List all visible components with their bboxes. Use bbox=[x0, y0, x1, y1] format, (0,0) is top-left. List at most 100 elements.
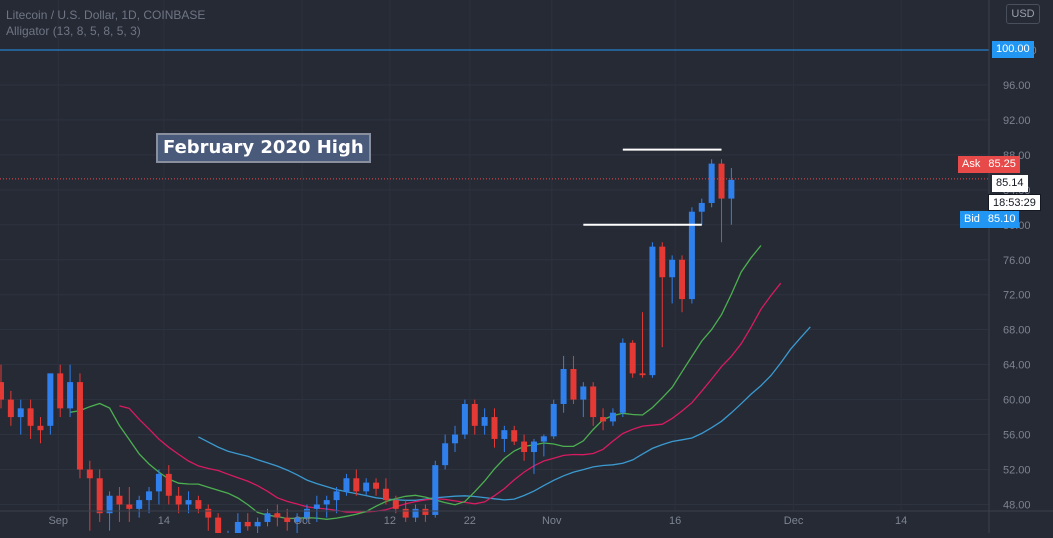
symbol-title[interactable]: Litecoin / U.S. Dollar, 1D, COINBASE bbox=[6, 8, 206, 22]
candle bbox=[422, 504, 429, 522]
lips-line bbox=[69, 245, 762, 520]
price-tag-100: 100.00 bbox=[992, 41, 1034, 58]
candle bbox=[155, 469, 162, 505]
candle bbox=[471, 399, 478, 435]
x-tick-label: Sep bbox=[48, 515, 68, 527]
candle-body bbox=[402, 508, 409, 518]
candle bbox=[540, 434, 547, 457]
candle bbox=[452, 425, 459, 453]
candle-body bbox=[136, 500, 143, 509]
candle-body bbox=[373, 482, 380, 489]
candle-body bbox=[165, 473, 172, 496]
candle bbox=[442, 434, 449, 470]
candle-body bbox=[284, 517, 291, 522]
candle bbox=[590, 382, 597, 426]
candle bbox=[353, 469, 360, 496]
candle bbox=[363, 478, 370, 496]
candle-body bbox=[37, 425, 44, 431]
candle bbox=[619, 338, 626, 418]
candle bbox=[146, 487, 153, 514]
price-axis[interactable]: 100.0096.0092.0088.0084.0080.0076.0072.0… bbox=[988, 0, 1037, 538]
x-tick-label: Nov bbox=[542, 515, 562, 527]
price-levels bbox=[0, 49, 989, 226]
bid-value: 85.10 bbox=[983, 211, 1020, 228]
candle-body bbox=[609, 412, 616, 422]
candle bbox=[639, 312, 646, 378]
candle bbox=[0, 364, 4, 409]
bid-label: Bid bbox=[960, 211, 984, 228]
candle-body bbox=[264, 513, 271, 522]
y-tick-label: 68.00 bbox=[1003, 325, 1031, 337]
candle-body bbox=[452, 434, 459, 444]
jaw-line bbox=[198, 326, 811, 501]
candle-body bbox=[708, 163, 715, 203]
candle-body bbox=[57, 373, 64, 409]
candle bbox=[481, 408, 488, 435]
candle-body bbox=[47, 373, 54, 426]
candle-body bbox=[234, 521, 241, 536]
candle-body bbox=[570, 369, 577, 400]
candle bbox=[600, 408, 607, 431]
candle bbox=[294, 513, 301, 536]
y-tick-label: 48.00 bbox=[1003, 499, 1031, 511]
candle-body bbox=[323, 500, 330, 505]
candle-body bbox=[353, 478, 360, 492]
candle bbox=[382, 478, 389, 505]
candle-body bbox=[461, 403, 468, 435]
candle-body bbox=[313, 504, 320, 509]
candle-body bbox=[718, 163, 725, 199]
currency-button[interactable]: USD bbox=[1006, 4, 1040, 24]
candle-body bbox=[442, 443, 449, 466]
candle bbox=[373, 478, 380, 496]
candle-body bbox=[343, 478, 350, 492]
candle-body bbox=[728, 179, 735, 199]
candle bbox=[116, 487, 123, 522]
candle bbox=[175, 487, 182, 514]
candle-body bbox=[669, 259, 676, 278]
time-axis[interactable]: Sep 14 Oct 12 22 Nov 16 Dec 14 bbox=[0, 510, 1053, 527]
candle-body bbox=[501, 430, 508, 439]
indicator-title[interactable]: Alligator (13, 8, 5, 8, 5, 3) bbox=[6, 24, 141, 38]
candle bbox=[432, 460, 439, 518]
candle-body bbox=[688, 211, 695, 300]
candle bbox=[185, 491, 192, 514]
candle bbox=[669, 255, 676, 304]
candle bbox=[136, 495, 143, 518]
candle bbox=[570, 355, 577, 404]
candle-body bbox=[679, 259, 686, 300]
candle bbox=[629, 340, 636, 378]
x-tick-label: Oct bbox=[293, 515, 310, 527]
candle bbox=[521, 434, 528, 461]
candle-body bbox=[363, 482, 370, 492]
candle bbox=[126, 487, 133, 522]
bid-price-tag: Bid 85.10 bbox=[960, 211, 1020, 228]
candle bbox=[7, 390, 14, 426]
candle-body bbox=[629, 342, 636, 374]
candle bbox=[560, 355, 567, 413]
candle-body bbox=[96, 478, 103, 514]
annotation-label[interactable]: February 2020 High bbox=[156, 133, 371, 163]
candle-body bbox=[560, 369, 567, 404]
candle-body bbox=[254, 521, 261, 527]
candle-body bbox=[205, 508, 212, 518]
candle-body bbox=[491, 417, 498, 439]
candle-body bbox=[639, 373, 646, 376]
candle-body bbox=[106, 495, 113, 514]
chart-legend: Litecoin / U.S. Dollar, 1D, COINBASE All… bbox=[6, 7, 205, 39]
candle bbox=[67, 364, 74, 418]
candle-body bbox=[432, 465, 439, 515]
candle bbox=[195, 495, 202, 514]
candle bbox=[323, 495, 330, 518]
x-tick-label: 14 bbox=[895, 515, 907, 527]
candlestick-series bbox=[0, 159, 735, 538]
candle-body bbox=[215, 517, 222, 538]
candle-body bbox=[580, 386, 587, 400]
y-tick-label: 60.00 bbox=[1003, 395, 1031, 407]
candle bbox=[76, 373, 83, 479]
candle-body bbox=[7, 399, 14, 418]
candle bbox=[550, 399, 557, 439]
candle bbox=[303, 504, 310, 522]
candle-body bbox=[86, 469, 93, 479]
